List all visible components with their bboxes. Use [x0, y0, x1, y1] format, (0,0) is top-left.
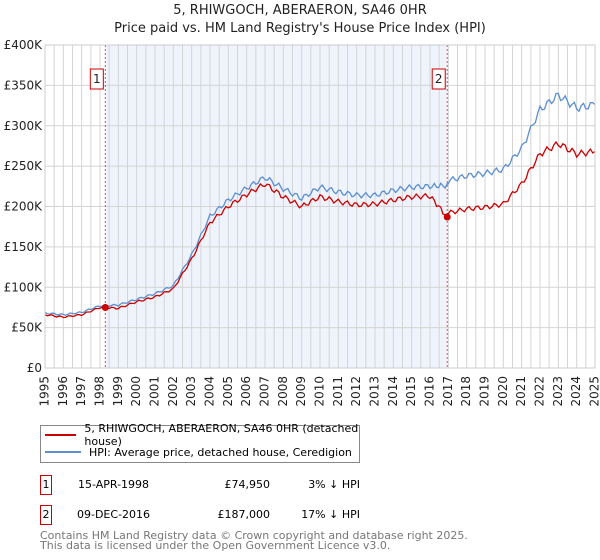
legend-swatch-red — [45, 434, 77, 436]
x-tick-label: 2012 — [349, 376, 363, 407]
y-tick-label: £250K — [4, 159, 44, 173]
x-tick-label: 2005 — [221, 376, 235, 407]
x-tick-label: 2018 — [459, 376, 473, 407]
x-tick-label: 2013 — [368, 376, 382, 407]
chart-title: 5, RHIWGOCH, ABERAERON, SA46 0HR — [173, 3, 427, 18]
sale-row-2: 2 09-DEC-2016 £187,000 17% ↓ HPI — [40, 505, 440, 525]
chart-subtitle: Price paid vs. HM Land Registry's House … — [114, 21, 486, 36]
x-tick-label: 2008 — [276, 376, 290, 407]
hpi-line — [44, 92, 596, 316]
x-tick-label: 2022 — [533, 376, 547, 407]
sale-hpi-diff: 17% ↓ HPI — [301, 508, 360, 521]
x-tick-label: 2011 — [331, 376, 345, 407]
legend-item-property: 5, RHIWGOCH, ABERAERON, SA46 0HR (detach… — [45, 422, 359, 448]
x-tick-label: 2007 — [258, 376, 272, 407]
legend-item-hpi: HPI: Average price, detached house, Cere… — [45, 444, 352, 460]
x-tick-label: 2017 — [441, 376, 455, 407]
footer: Contains HM Land Registry data © Crown c… — [40, 529, 468, 552]
legend-label: HPI: Average price, detached house, Cere… — [89, 445, 352, 459]
y-tick-label: £100K — [4, 280, 44, 294]
y-tick-label: £200K — [4, 200, 44, 214]
x-tick-label: 2015 — [404, 376, 418, 407]
y-tick-label: £0 — [27, 361, 42, 375]
price-paid-line — [44, 140, 596, 319]
x-tick-label: 2021 — [514, 376, 528, 407]
legend-label: 5, RHIWGOCH, ABERAERON, SA46 0HR (detach… — [84, 422, 359, 448]
sale-badge: 1 — [40, 475, 52, 495]
sale-price: £187,000 — [217, 508, 271, 521]
sale-row-1: 1 15-APR-1998 £74,950 3% ↓ HPI — [40, 475, 440, 495]
y-tick-label: £150K — [4, 240, 44, 254]
x-tick-label: 2025 — [588, 376, 600, 407]
x-tick-label: 2006 — [239, 376, 253, 407]
legend: 5, RHIWGOCH, ABERAERON, SA46 0HR (detach… — [40, 422, 360, 463]
x-tick-label: 2016 — [423, 376, 437, 407]
x-tick-label: 2023 — [551, 376, 565, 407]
x-tick-label: 2002 — [166, 376, 180, 407]
sale-date: 15-APR-1998 — [78, 478, 150, 491]
x-tick-label: 2003 — [184, 376, 198, 407]
sale-label: 1 — [93, 72, 101, 86]
y-tick-label: £400K — [4, 38, 44, 52]
x-tick-label: 2000 — [129, 376, 143, 407]
x-tick-label: 2020 — [496, 376, 510, 407]
sale-badge: 2 — [40, 505, 52, 525]
x-tick-label: 1998 — [93, 376, 107, 407]
sale-price: £74,950 — [224, 478, 271, 491]
x-tick-label: 2009 — [294, 376, 308, 407]
x-tick-label: 2001 — [148, 376, 162, 407]
y-tick-label: £50K — [11, 321, 43, 335]
x-tick-label: 1995 — [38, 376, 52, 407]
x-tick-label: 2024 — [569, 376, 583, 407]
sale-hpi-diff: 3% ↓ HPI — [308, 478, 360, 491]
y-tick-label: £300K — [4, 119, 44, 133]
footer-line: Contains HM Land Registry data © Crown c… — [40, 529, 468, 542]
x-tick-label: 2014 — [386, 376, 400, 407]
x-tick-label: 2004 — [203, 376, 217, 407]
sale-label-box — [431, 68, 446, 90]
sale-point — [101, 303, 109, 311]
x-tick-label: 1999 — [111, 376, 125, 407]
x-tick-label: 2019 — [478, 376, 492, 407]
x-tick-label: 2010 — [313, 376, 327, 407]
legend-swatch-blue — [45, 451, 81, 453]
footer-line: This data is licensed under the Open Gov… — [40, 539, 391, 552]
plot-area: £0 £50K £100K £150K £200K £250K £300K £350K £400… — [4, 38, 600, 407]
sale-label-box — [89, 68, 104, 90]
plot-border — [44, 44, 596, 369]
x-tick-label: 1997 — [74, 376, 88, 407]
y-tick-label: £350K — [4, 78, 44, 92]
sale-label: 2 — [435, 72, 443, 86]
sale-date: 09-DEC-2016 — [77, 508, 151, 521]
x-tick-label: 1996 — [56, 376, 70, 407]
sale-point — [443, 213, 451, 221]
